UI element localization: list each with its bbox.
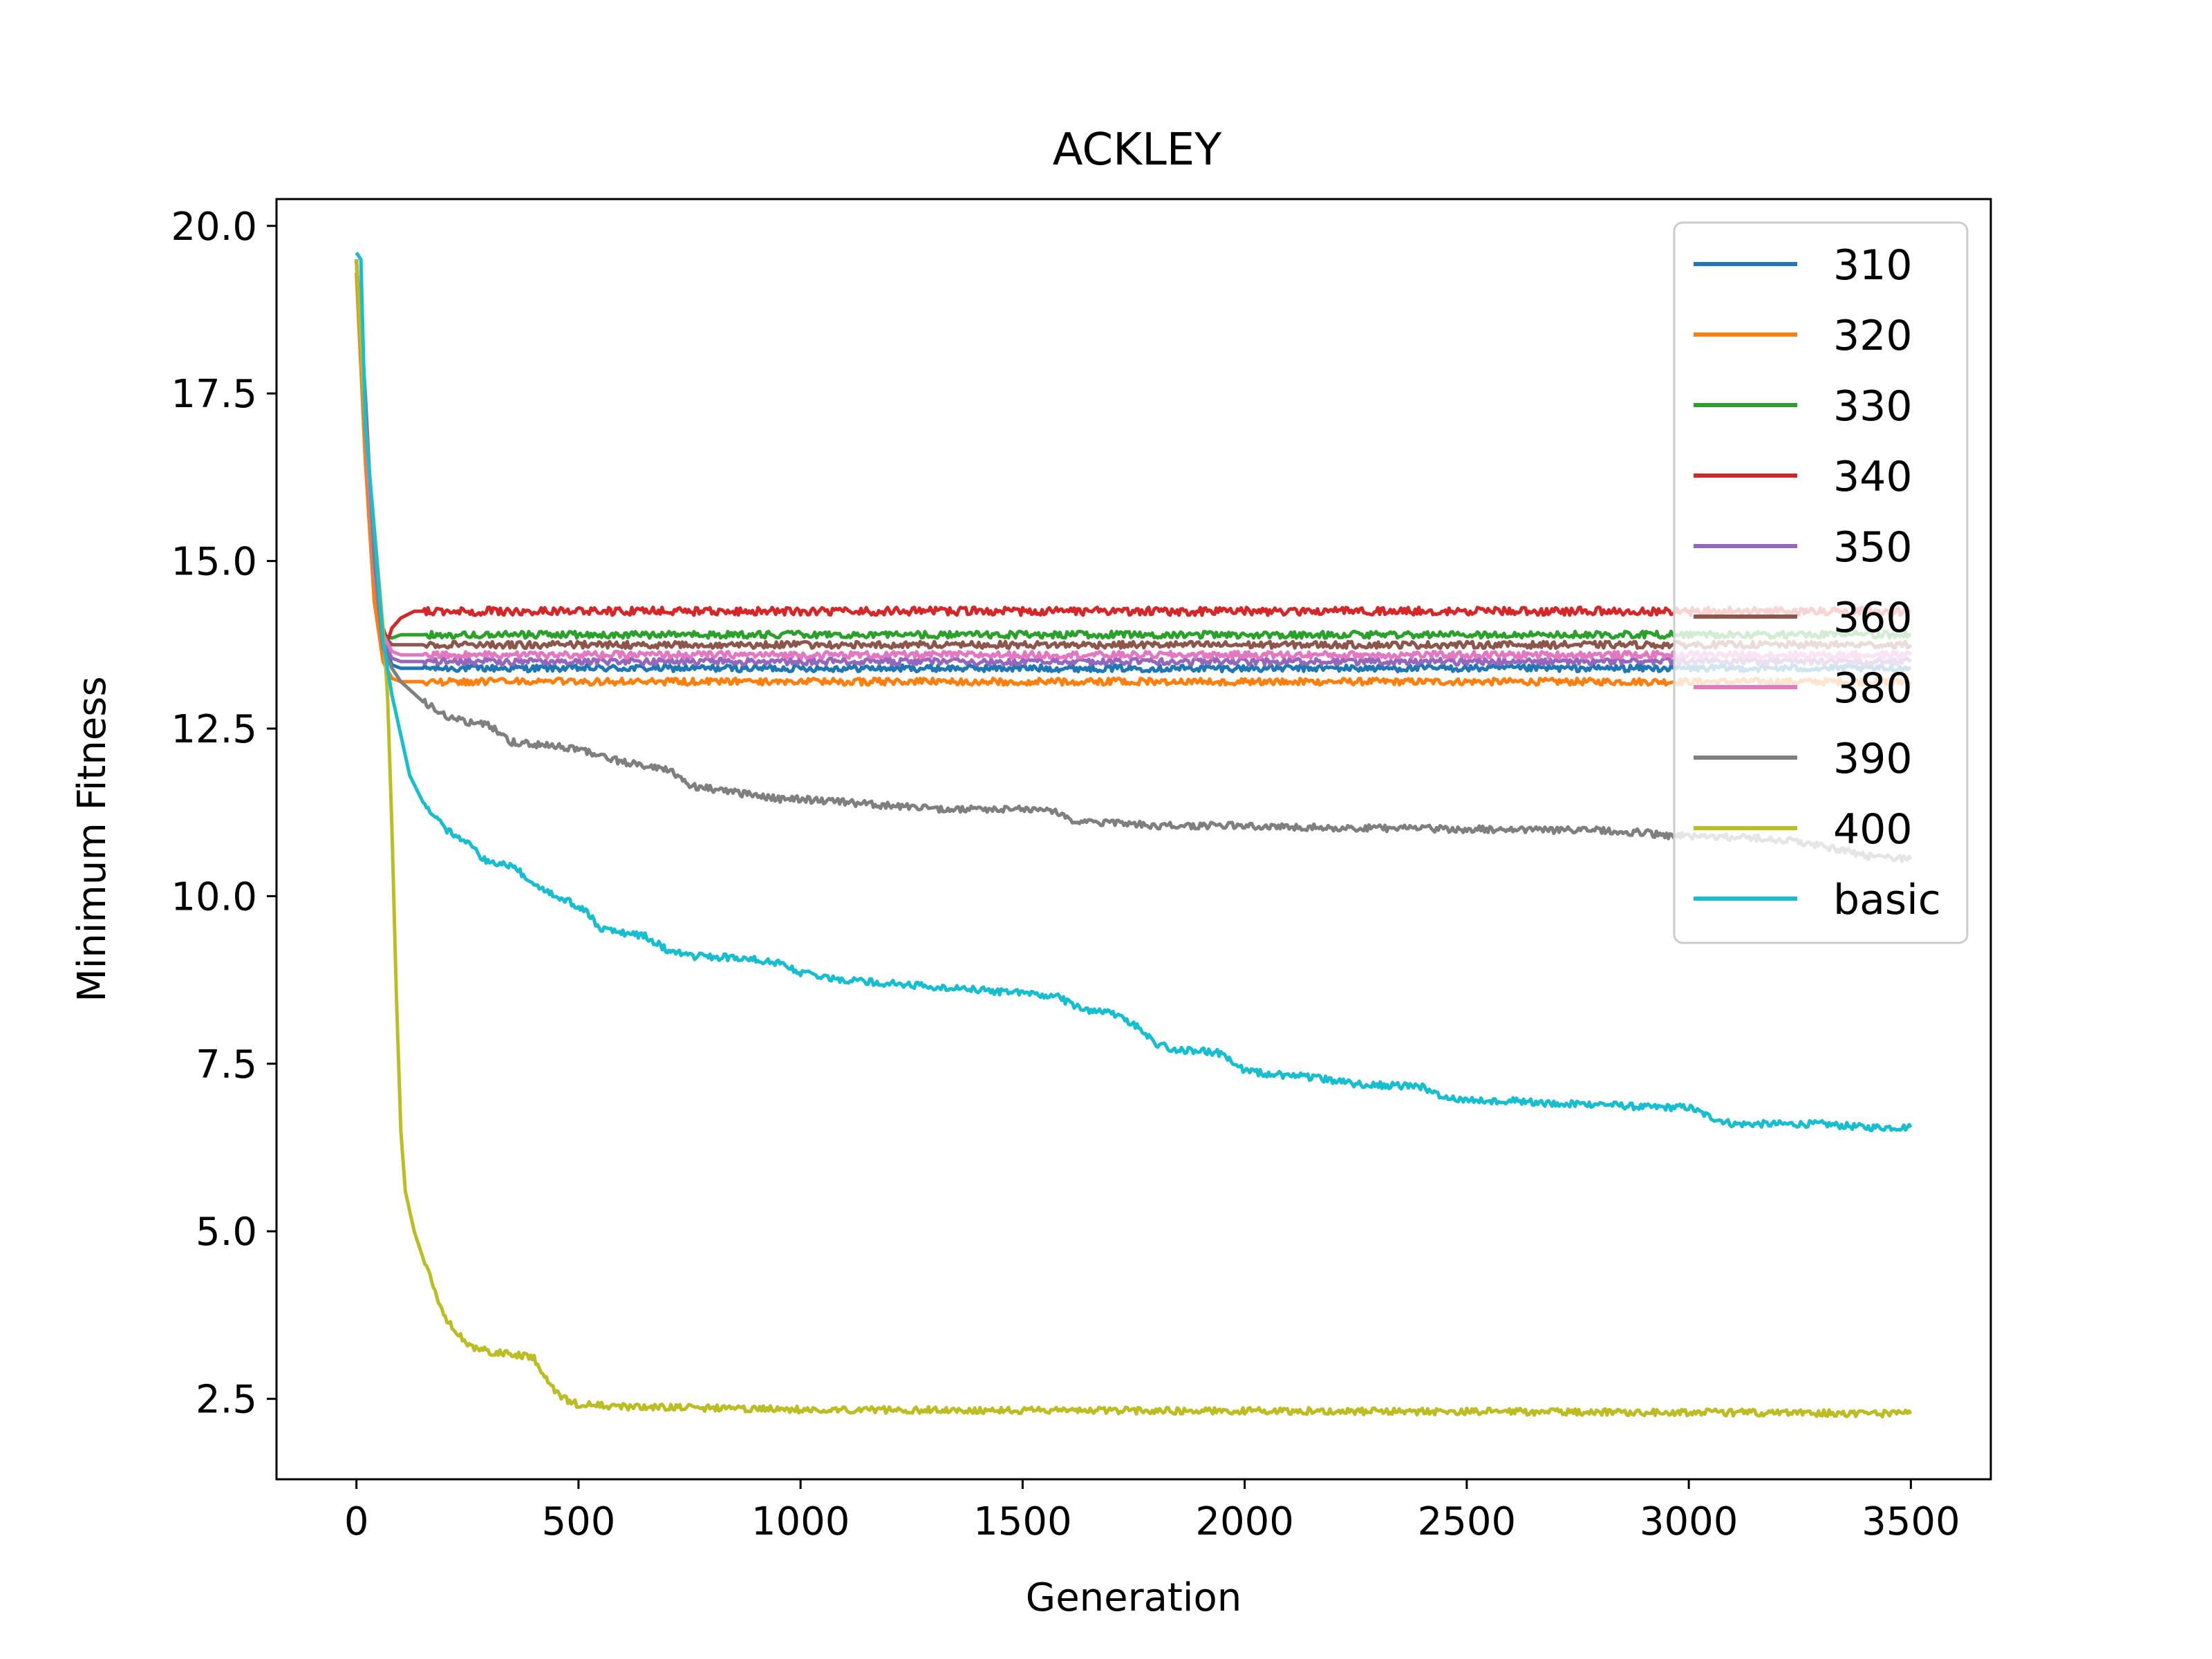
series-layer xyxy=(355,252,1913,1418)
x-axis: 0 500 1000 1500 2000 2500 3000 3500 xyxy=(344,1479,1960,1544)
plot-frame xyxy=(275,198,1992,1481)
x-tick-label: 0 xyxy=(344,1499,369,1544)
legend-label-390: 390 xyxy=(1833,735,1913,783)
legend-box xyxy=(1673,221,1969,944)
legend: 310 320 330 340 350 360 380 390 400 basic xyxy=(1673,221,1969,944)
y-axis: 2.5 5.0 7.5 10.0 12.5 15.0 17.5 20.0 xyxy=(171,205,276,1423)
legend-label-330: 330 xyxy=(1833,382,1913,431)
legend-entries: 310 320 330 340 350 360 380 390 400 basic xyxy=(1694,241,1941,924)
legend-label-basic: basic xyxy=(1833,876,1941,924)
legend-label-380: 380 xyxy=(1833,664,1913,713)
y-tick-label: 10.0 xyxy=(171,874,257,919)
series-line-340 xyxy=(355,259,1911,644)
x-tick-label: 1000 xyxy=(751,1499,850,1544)
y-tick-label: 12.5 xyxy=(171,707,257,752)
y-tick-label: 2.5 xyxy=(196,1378,257,1423)
x-tick-label: 3000 xyxy=(1640,1499,1738,1544)
series-line-400 xyxy=(355,259,1913,1418)
legend-label-400: 400 xyxy=(1833,805,1913,854)
y-tick-label: 15.0 xyxy=(171,540,257,585)
series-line-360 xyxy=(355,259,1913,650)
x-tick-label: 2500 xyxy=(1418,1499,1517,1544)
legend-label-340: 340 xyxy=(1833,453,1913,501)
legend-label-320: 320 xyxy=(1833,312,1913,360)
x-tick-label: 1500 xyxy=(973,1499,1072,1544)
series-line-330 xyxy=(355,259,1911,640)
legend-label-350: 350 xyxy=(1833,523,1913,572)
x-tick-label: 500 xyxy=(541,1499,615,1544)
y-tick-label: 17.5 xyxy=(171,372,257,417)
y-tick-label: 5.0 xyxy=(196,1210,257,1255)
series-line-390 xyxy=(355,259,1913,863)
chart-title: ACKLEY xyxy=(1053,124,1222,176)
y-tick-label: 20.0 xyxy=(171,205,257,250)
y-tick-label: 7.5 xyxy=(196,1042,257,1087)
series-line-320 xyxy=(355,272,1913,687)
x-tick-label: 3500 xyxy=(1862,1499,1960,1544)
legend-label-360: 360 xyxy=(1833,594,1913,642)
x-axis-label: Generation xyxy=(1026,1575,1241,1620)
series-line-380 xyxy=(355,259,1913,660)
legend-label-310: 310 xyxy=(1833,241,1913,290)
y-axis-label: Minimum Fitness xyxy=(70,676,115,1002)
series-line-basic xyxy=(355,252,1913,1132)
series-line-310 xyxy=(355,259,1911,674)
x-tick-label: 2000 xyxy=(1195,1499,1294,1544)
